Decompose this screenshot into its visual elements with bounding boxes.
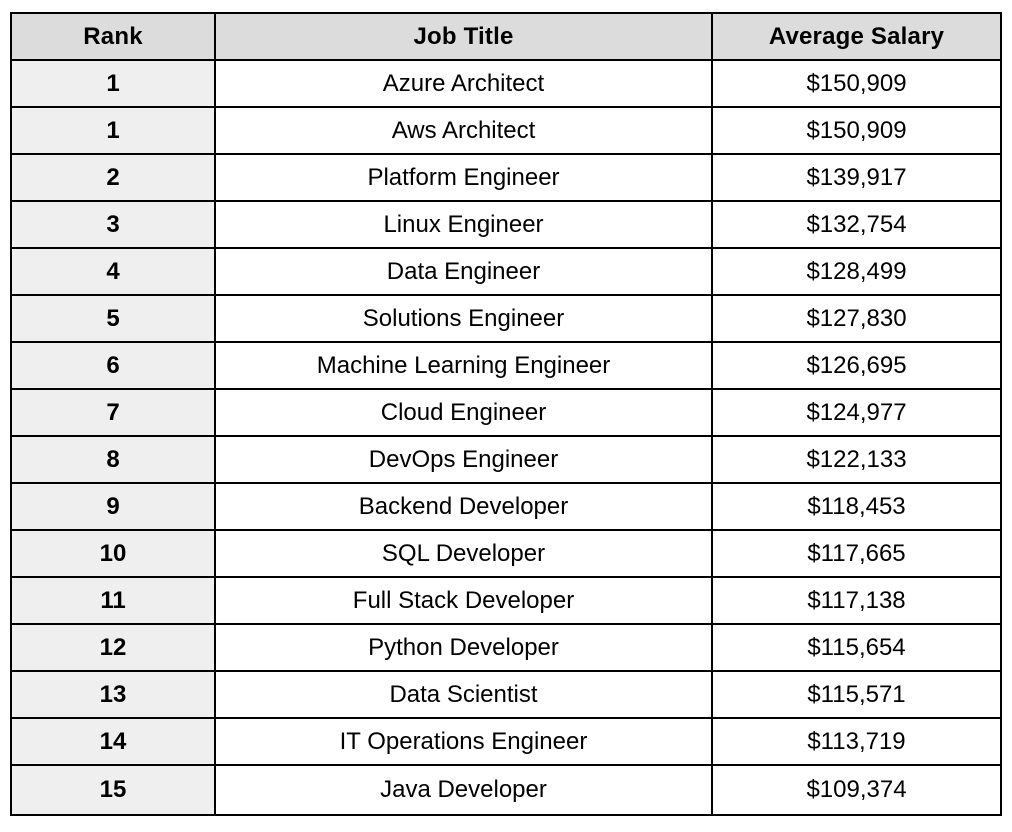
table-row: 3 Linux Engineer $132,754	[10, 200, 1002, 249]
job-title-cell: Aws Architect	[214, 106, 713, 155]
average-salary-cell: $126,695	[711, 341, 1002, 390]
rank-cell: 10	[10, 529, 216, 578]
header-average-salary: Average Salary	[711, 12, 1002, 61]
average-salary-cell: $150,909	[711, 59, 1002, 108]
job-title-cell: Java Developer	[214, 764, 713, 816]
rank-cell: 7	[10, 388, 216, 437]
table-row: 12 Python Developer $115,654	[10, 623, 1002, 672]
job-title-cell: Solutions Engineer	[214, 294, 713, 343]
average-salary-cell: $113,719	[711, 717, 1002, 766]
rank-cell: 2	[10, 153, 216, 202]
rank-cell: 1	[10, 106, 216, 155]
average-salary-cell: $150,909	[711, 106, 1002, 155]
average-salary-cell: $128,499	[711, 247, 1002, 296]
rank-cell: 5	[10, 294, 216, 343]
average-salary-cell: $117,665	[711, 529, 1002, 578]
rank-cell: 13	[10, 670, 216, 719]
table-row: 10 SQL Developer $117,665	[10, 529, 1002, 578]
average-salary-cell: $139,917	[711, 153, 1002, 202]
rank-cell: 8	[10, 435, 216, 484]
job-title-cell: Data Engineer	[214, 247, 713, 296]
job-title-cell: IT Operations Engineer	[214, 717, 713, 766]
table-row: 8 DevOps Engineer $122,133	[10, 435, 1002, 484]
average-salary-cell: $109,374	[711, 764, 1002, 816]
job-title-cell: Backend Developer	[214, 482, 713, 531]
job-title-cell: Platform Engineer	[214, 153, 713, 202]
job-title-cell: Azure Architect	[214, 59, 713, 108]
job-title-cell: SQL Developer	[214, 529, 713, 578]
rank-cell: 9	[10, 482, 216, 531]
rank-cell: 11	[10, 576, 216, 625]
table-row: 15 Java Developer $109,374	[10, 764, 1002, 816]
header-row: Rank Job Title Average Salary	[10, 12, 1002, 61]
average-salary-cell: $122,133	[711, 435, 1002, 484]
job-title-cell: Data Scientist	[214, 670, 713, 719]
salary-table-container: Rank Job Title Average Salary 1 Azure Arc…	[10, 12, 1002, 816]
job-title-cell: DevOps Engineer	[214, 435, 713, 484]
rank-cell: 12	[10, 623, 216, 672]
table-row: 4 Data Engineer $128,499	[10, 247, 1002, 296]
job-title-cell: Python Developer	[214, 623, 713, 672]
average-salary-cell: $118,453	[711, 482, 1002, 531]
table-row: 6 Machine Learning Engineer $126,695	[10, 341, 1002, 390]
average-salary-cell: $115,654	[711, 623, 1002, 672]
table-row: 7 Cloud Engineer $124,977	[10, 388, 1002, 437]
average-salary-cell: $127,830	[711, 294, 1002, 343]
salary-table: Rank Job Title Average Salary 1 Azure Arc…	[10, 12, 1002, 816]
table-row: 14 IT Operations Engineer $113,719	[10, 717, 1002, 766]
table-body: 1 Azure Architect $150,909 1 Aws Architect $1…	[10, 59, 1002, 816]
job-title-cell: Machine Learning Engineer	[214, 341, 713, 390]
average-salary-cell: $117,138	[711, 576, 1002, 625]
rank-cell: 1	[10, 59, 216, 108]
table-row: 11 Full Stack Developer $117,138	[10, 576, 1002, 625]
table-row: 5 Solutions Engineer $127,830	[10, 294, 1002, 343]
job-title-cell: Linux Engineer	[214, 200, 713, 249]
rank-cell: 4	[10, 247, 216, 296]
table-row: 9 Backend Developer $118,453	[10, 482, 1002, 531]
table-header: Rank Job Title Average Salary	[10, 12, 1002, 61]
job-title-cell: Cloud Engineer	[214, 388, 713, 437]
average-salary-cell: $115,571	[711, 670, 1002, 719]
average-salary-cell: $132,754	[711, 200, 1002, 249]
header-job-title: Job Title	[214, 12, 713, 61]
table-row: 1 Aws Architect $150,909	[10, 106, 1002, 155]
job-title-cell: Full Stack Developer	[214, 576, 713, 625]
table-row: 13 Data Scientist $115,571	[10, 670, 1002, 719]
rank-cell: 15	[10, 764, 216, 816]
rank-cell: 6	[10, 341, 216, 390]
header-rank: Rank	[10, 12, 216, 61]
table-row: 1 Azure Architect $150,909	[10, 59, 1002, 108]
table-row: 2 Platform Engineer $139,917	[10, 153, 1002, 202]
rank-cell: 14	[10, 717, 216, 766]
rank-cell: 3	[10, 200, 216, 249]
average-salary-cell: $124,977	[711, 388, 1002, 437]
